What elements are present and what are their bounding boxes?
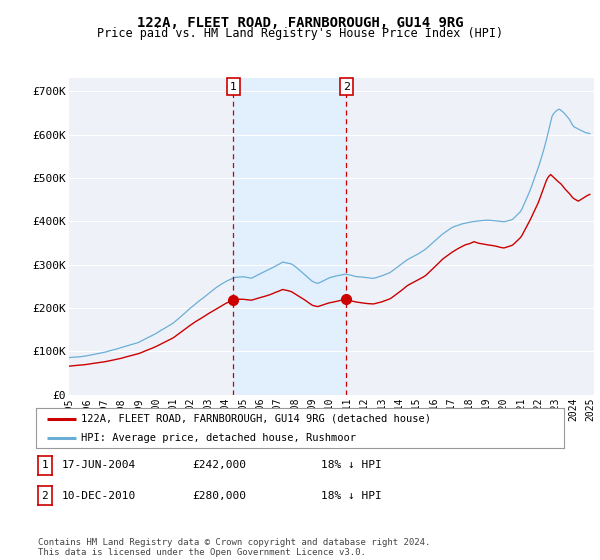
Text: HPI: Average price, detached house, Rushmoor: HPI: Average price, detached house, Rush… — [81, 433, 356, 443]
Text: Price paid vs. HM Land Registry's House Price Index (HPI): Price paid vs. HM Land Registry's House … — [97, 27, 503, 40]
Text: 2: 2 — [343, 82, 350, 92]
Text: 122A, FLEET ROAD, FARNBOROUGH, GU14 9RG: 122A, FLEET ROAD, FARNBOROUGH, GU14 9RG — [137, 16, 463, 30]
Text: 2: 2 — [41, 491, 49, 501]
Text: £242,000: £242,000 — [192, 460, 246, 470]
Text: 1: 1 — [230, 82, 237, 92]
Text: 122A, FLEET ROAD, FARNBOROUGH, GU14 9RG (detached house): 122A, FLEET ROAD, FARNBOROUGH, GU14 9RG … — [81, 414, 431, 424]
Text: 10-DEC-2010: 10-DEC-2010 — [62, 491, 136, 501]
Text: 1: 1 — [41, 460, 49, 470]
Text: 18% ↓ HPI: 18% ↓ HPI — [321, 460, 382, 470]
Text: 17-JUN-2004: 17-JUN-2004 — [62, 460, 136, 470]
Text: 18% ↓ HPI: 18% ↓ HPI — [321, 491, 382, 501]
Bar — [233, 78, 346, 395]
Text: £280,000: £280,000 — [192, 491, 246, 501]
Text: Contains HM Land Registry data © Crown copyright and database right 2024.
This d: Contains HM Land Registry data © Crown c… — [38, 538, 430, 557]
